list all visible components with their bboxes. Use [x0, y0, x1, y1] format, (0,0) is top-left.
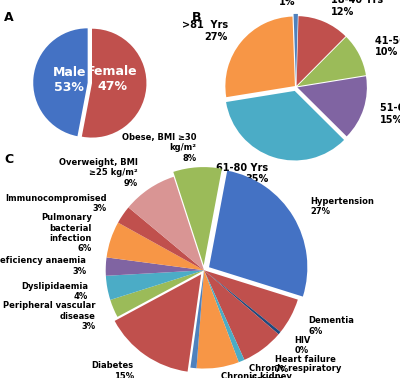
- Wedge shape: [128, 177, 204, 270]
- Wedge shape: [294, 14, 298, 84]
- Wedge shape: [297, 37, 366, 86]
- Wedge shape: [225, 17, 295, 97]
- Wedge shape: [204, 270, 244, 362]
- Text: Dyslipidaemia
4%: Dyslipidaemia 4%: [21, 282, 88, 301]
- Wedge shape: [106, 257, 204, 276]
- Text: B: B: [192, 11, 202, 24]
- Wedge shape: [204, 270, 280, 334]
- Text: Female
47%: Female 47%: [87, 65, 138, 93]
- Text: 41-50 Yrs
10%: 41-50 Yrs 10%: [374, 36, 400, 57]
- Wedge shape: [196, 270, 239, 369]
- Wedge shape: [33, 28, 88, 136]
- Wedge shape: [110, 270, 204, 317]
- Text: 1-17 Yrs
1%: 1-17 Yrs 1%: [250, 0, 296, 7]
- Text: Peripheral vascular
disease
3%: Peripheral vascular disease 3%: [3, 301, 95, 331]
- Wedge shape: [173, 167, 222, 265]
- Wedge shape: [204, 270, 298, 332]
- Text: Deficiency anaemia
3%: Deficiency anaemia 3%: [0, 256, 86, 276]
- Text: Obese, BMI ≥30
kg/m²
8%: Obese, BMI ≥30 kg/m² 8%: [122, 133, 196, 163]
- Text: Chronic respiratory
disease
1%: Chronic respiratory disease 1%: [249, 364, 342, 378]
- Wedge shape: [296, 16, 346, 86]
- Wedge shape: [118, 208, 204, 270]
- Text: Overweight, BMI
≥25 kg/m²
9%: Overweight, BMI ≥25 kg/m² 9%: [59, 158, 138, 187]
- Text: HIV
0%: HIV 0%: [295, 336, 311, 355]
- Text: Immunocompromised
3%: Immunocompromised 3%: [5, 194, 107, 213]
- Wedge shape: [115, 274, 201, 372]
- Text: 18-40 Yrs
12%: 18-40 Yrs 12%: [331, 0, 383, 17]
- Text: >81  Yrs
27%: >81 Yrs 27%: [182, 20, 228, 42]
- Text: Hypertension
27%: Hypertension 27%: [310, 197, 374, 216]
- Text: Dementia
6%: Dementia 6%: [308, 316, 354, 336]
- Text: 61-80 Yrs
35%: 61-80 Yrs 35%: [216, 163, 268, 184]
- Wedge shape: [226, 91, 344, 161]
- Wedge shape: [106, 223, 204, 270]
- Text: Heart failure
7%: Heart failure 7%: [275, 355, 336, 374]
- Text: Chronic kidney
disease
7%: Chronic kidney disease 7%: [221, 372, 292, 378]
- Wedge shape: [209, 170, 307, 297]
- Text: A: A: [4, 11, 14, 24]
- Wedge shape: [82, 29, 146, 138]
- Wedge shape: [204, 270, 278, 360]
- Wedge shape: [190, 270, 204, 368]
- Wedge shape: [297, 76, 367, 136]
- Text: Pulmonary
bacterial
infection
6%: Pulmonary bacterial infection 6%: [41, 213, 92, 253]
- Text: 51-60 Yrs
15%: 51-60 Yrs 15%: [380, 103, 400, 125]
- Wedge shape: [106, 270, 204, 300]
- Text: Diabetes
15%: Diabetes 15%: [92, 361, 134, 378]
- Text: C: C: [4, 153, 13, 166]
- Text: Male
53%: Male 53%: [52, 67, 86, 94]
